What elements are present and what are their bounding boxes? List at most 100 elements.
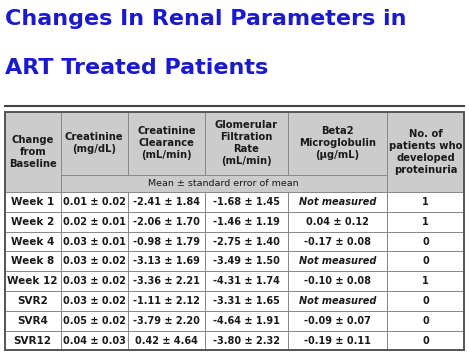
Bar bbox=[387, 291, 464, 311]
Text: 0.03 ± 0.02: 0.03 ± 0.02 bbox=[63, 276, 126, 286]
Bar bbox=[5, 112, 464, 350]
Text: -2.06 ± 1.70: -2.06 ± 1.70 bbox=[133, 217, 200, 227]
Bar bbox=[387, 251, 464, 271]
Bar bbox=[128, 212, 205, 232]
Bar bbox=[288, 331, 387, 350]
Text: 0.42 ± 4.64: 0.42 ± 4.64 bbox=[135, 336, 198, 346]
Bar bbox=[288, 192, 387, 212]
Bar bbox=[5, 311, 61, 331]
Text: SVR2: SVR2 bbox=[17, 296, 48, 306]
Text: -3.31 ± 1.65: -3.31 ± 1.65 bbox=[213, 296, 280, 306]
Text: No. of
patients who
developed
proteinuria: No. of patients who developed proteinuri… bbox=[389, 129, 462, 175]
Bar bbox=[205, 112, 288, 175]
Bar bbox=[387, 311, 464, 331]
Text: -2.41 ± 1.84: -2.41 ± 1.84 bbox=[133, 197, 200, 207]
Text: Week 4: Week 4 bbox=[11, 236, 54, 246]
Bar bbox=[5, 291, 61, 311]
Text: -3.13 ± 1.69: -3.13 ± 1.69 bbox=[133, 256, 200, 266]
Bar bbox=[205, 192, 288, 212]
Bar bbox=[61, 311, 128, 331]
Text: Changes In Renal Parameters in: Changes In Renal Parameters in bbox=[5, 9, 406, 29]
Bar bbox=[128, 232, 205, 251]
Text: 0.03 ± 0.01: 0.03 ± 0.01 bbox=[63, 236, 126, 246]
Bar bbox=[205, 331, 288, 350]
Bar bbox=[5, 251, 61, 271]
Bar bbox=[5, 212, 61, 232]
Bar bbox=[5, 331, 61, 350]
Text: Creatinine
(mg/dL): Creatinine (mg/dL) bbox=[65, 132, 123, 154]
Bar bbox=[387, 331, 464, 350]
Text: Not measured: Not measured bbox=[299, 296, 376, 306]
Bar bbox=[61, 271, 128, 291]
Bar bbox=[128, 112, 205, 175]
Bar bbox=[288, 311, 387, 331]
Text: -1.68 ± 1.45: -1.68 ± 1.45 bbox=[213, 197, 280, 207]
Bar bbox=[61, 212, 128, 232]
Text: Week 8: Week 8 bbox=[11, 256, 54, 266]
Bar bbox=[387, 192, 464, 212]
Bar bbox=[61, 112, 128, 175]
Bar bbox=[61, 331, 128, 350]
Bar bbox=[288, 291, 387, 311]
Text: 0: 0 bbox=[422, 236, 429, 246]
Text: 0: 0 bbox=[422, 336, 429, 346]
Bar bbox=[205, 311, 288, 331]
Text: Week 2: Week 2 bbox=[11, 217, 54, 227]
Text: -3.79 ± 2.20: -3.79 ± 2.20 bbox=[133, 316, 200, 326]
Text: Week 1: Week 1 bbox=[11, 197, 54, 207]
Text: -0.10 ± 0.08: -0.10 ± 0.08 bbox=[304, 276, 371, 286]
Text: SVR12: SVR12 bbox=[14, 336, 52, 346]
Text: Change
from
Baseline: Change from Baseline bbox=[9, 135, 57, 169]
Bar bbox=[5, 271, 61, 291]
Bar bbox=[288, 251, 387, 271]
Bar bbox=[128, 331, 205, 350]
Text: -0.17 ± 0.08: -0.17 ± 0.08 bbox=[304, 236, 371, 246]
Bar bbox=[61, 175, 387, 192]
Bar bbox=[61, 291, 128, 311]
Text: -4.31 ± 1.74: -4.31 ± 1.74 bbox=[213, 276, 280, 286]
Text: Not measured: Not measured bbox=[299, 197, 376, 207]
Text: SVR4: SVR4 bbox=[17, 316, 48, 326]
Bar bbox=[387, 271, 464, 291]
Bar bbox=[128, 291, 205, 311]
Text: 0: 0 bbox=[422, 316, 429, 326]
Text: 0: 0 bbox=[422, 256, 429, 266]
Bar bbox=[387, 112, 464, 192]
Bar bbox=[61, 251, 128, 271]
Bar bbox=[288, 112, 387, 175]
Text: 1: 1 bbox=[422, 276, 429, 286]
Text: 1: 1 bbox=[422, 197, 429, 207]
Text: 0.05 ± 0.02: 0.05 ± 0.02 bbox=[63, 316, 126, 326]
Text: Mean ± standard error of mean: Mean ± standard error of mean bbox=[149, 179, 299, 188]
Text: 0.04 ± 0.12: 0.04 ± 0.12 bbox=[306, 217, 369, 227]
Bar bbox=[387, 212, 464, 232]
Text: -0.19 ± 0.11: -0.19 ± 0.11 bbox=[304, 336, 371, 346]
Bar bbox=[128, 271, 205, 291]
Bar bbox=[288, 212, 387, 232]
Text: 0.02 ± 0.01: 0.02 ± 0.01 bbox=[63, 217, 126, 227]
Text: -4.64 ± 1.91: -4.64 ± 1.91 bbox=[213, 316, 280, 326]
Text: 1: 1 bbox=[422, 217, 429, 227]
Bar bbox=[128, 311, 205, 331]
Text: Creatinine
Clearance
(mL/min): Creatinine Clearance (mL/min) bbox=[137, 126, 196, 160]
Text: 0: 0 bbox=[422, 296, 429, 306]
Bar bbox=[5, 112, 61, 192]
Bar bbox=[205, 271, 288, 291]
Text: Week 12: Week 12 bbox=[8, 276, 58, 286]
Bar bbox=[205, 251, 288, 271]
Bar bbox=[5, 192, 61, 212]
Bar bbox=[128, 192, 205, 212]
Text: -3.80 ± 2.32: -3.80 ± 2.32 bbox=[213, 336, 280, 346]
Text: -3.36 ± 2.21: -3.36 ± 2.21 bbox=[133, 276, 200, 286]
Bar bbox=[128, 251, 205, 271]
Text: 0.04 ± 0.03: 0.04 ± 0.03 bbox=[63, 336, 126, 346]
Bar bbox=[61, 192, 128, 212]
Text: Not measured: Not measured bbox=[299, 256, 376, 266]
Text: -2.75 ± 1.40: -2.75 ± 1.40 bbox=[213, 236, 280, 246]
Text: -1.11 ± 2.12: -1.11 ± 2.12 bbox=[133, 296, 200, 306]
Bar bbox=[288, 271, 387, 291]
Bar bbox=[61, 232, 128, 251]
Text: 0.03 ± 0.02: 0.03 ± 0.02 bbox=[63, 256, 126, 266]
Text: Glomerular
Filtration
Rate
(mL/min): Glomerular Filtration Rate (mL/min) bbox=[215, 120, 278, 166]
Text: 0.01 ± 0.02: 0.01 ± 0.02 bbox=[63, 197, 126, 207]
